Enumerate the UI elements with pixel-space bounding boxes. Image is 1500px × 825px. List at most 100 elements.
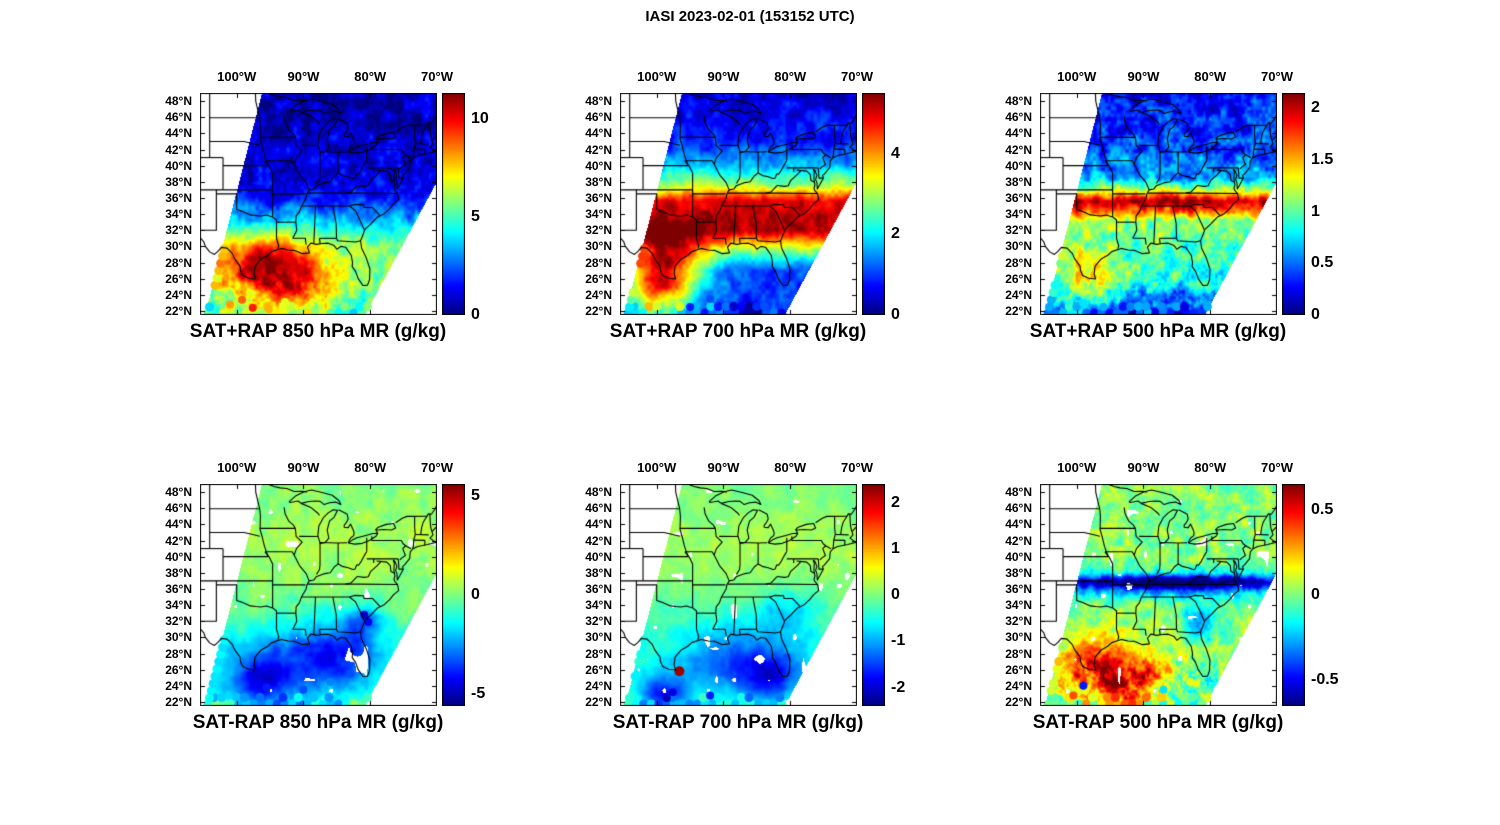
lat-tick-label: 38°N <box>1005 174 1032 189</box>
lat-tick-label: 40°N <box>165 549 192 564</box>
lon-tick-label: 100°W <box>637 460 677 475</box>
colorbar-tick-labels: 10 5 0 <box>471 93 519 322</box>
lat-tick-label: 40°N <box>1005 549 1032 564</box>
colorbar-tick-label: 0.5 <box>1311 254 1334 272</box>
lon-tick-label: 90°W <box>287 460 320 475</box>
panel-title: SAT-RAP 850 hPa MR (g/kg) <box>192 712 444 733</box>
lon-tick-labels: 100°W 90°W 80°W 70°W <box>620 460 873 478</box>
map-canvas <box>620 484 857 706</box>
colorbar-tick-label: 4 <box>891 144 900 162</box>
lat-tick-labels: 48°N 46°N 44°N 42°N 40°N 38°N 36°N 34°N 32°N 30°N… <box>930 484 1036 709</box>
lat-tick-label: 36°N <box>1005 581 1032 596</box>
lat-tick-label: 36°N <box>585 190 612 205</box>
lon-tick-label: 70°W <box>421 460 453 475</box>
panel-title: SAT+RAP 850 hPa MR (g/kg) <box>189 321 447 342</box>
lat-tick-label: 28°N <box>165 255 192 270</box>
lon-tick-label: 80°W <box>354 460 387 475</box>
colorbar-tick-label: 0 <box>1311 306 1320 323</box>
colorbar-tick-labels: 4 2 0 <box>891 93 939 322</box>
lon-tick-labels: 100°W 90°W 80°W 70°W <box>620 69 873 87</box>
lat-tick-label: 44°N <box>585 126 612 141</box>
lat-tick-label: 44°N <box>165 517 192 532</box>
lat-tick-label: 32°N <box>1005 614 1032 629</box>
lat-tick-label: 42°N <box>585 142 612 157</box>
lat-tick-label: 40°N <box>585 549 612 564</box>
colorbar-tick-labels: 5 0 -5 <box>471 484 519 706</box>
colorbar-tick-label: -0.5 <box>1311 671 1339 689</box>
lat-tick-label: 26°N <box>1005 662 1032 677</box>
lat-tick-labels: 48°N 46°N 44°N 42°N 40°N 38°N 36°N 34°N 32°N 30°N… <box>90 93 196 318</box>
lat-tick-label: 40°N <box>1005 158 1032 173</box>
colorbar-tick-labels: 2 1 0 -1 -2 <box>891 484 939 706</box>
colorbar-tick-label: 1.5 <box>1311 151 1334 169</box>
lat-tick-label: 28°N <box>1005 255 1032 270</box>
map-canvas <box>1040 484 1277 706</box>
panel-title: SAT-RAP 500 hPa MR (g/kg) <box>1032 712 1284 733</box>
lat-tick-label: 42°N <box>1005 533 1032 548</box>
lat-tick-label: 26°N <box>585 662 612 677</box>
lat-tick-label: 38°N <box>165 565 192 580</box>
lat-tick-label: 22°N <box>165 694 192 709</box>
lon-tick-label: 80°W <box>1194 460 1227 475</box>
lat-tick-label: 36°N <box>165 190 192 205</box>
lat-tick-label: 48°N <box>165 485 192 500</box>
lat-tick-label: 40°N <box>585 158 612 173</box>
colorbar-canvas <box>1282 484 1305 706</box>
lat-tick-label: 30°N <box>1005 630 1032 645</box>
lat-tick-label: 38°N <box>165 174 192 189</box>
lon-tick-label: 80°W <box>1194 69 1227 84</box>
map-canvas <box>620 93 857 315</box>
lat-tick-label: 42°N <box>165 533 192 548</box>
lat-tick-label: 46°N <box>585 110 612 125</box>
lon-tick-label: 90°W <box>707 69 740 84</box>
colorbar-tick-label: 0 <box>891 586 900 603</box>
lon-tick-labels: 100°W 90°W 80°W 70°W <box>200 460 453 478</box>
lat-tick-label: 46°N <box>165 110 192 125</box>
colorbar-tick-label: -2 <box>891 678 906 696</box>
lat-tick-label: 24°N <box>1005 287 1032 302</box>
colorbar-tick-label: 2 <box>1311 99 1320 117</box>
lat-tick-label: 46°N <box>585 501 612 516</box>
panel-sat-plus-rap-700: 100°W 90°W 80°W 70°W 48°N 46°N 44°N 42°N 40°N 38… <box>510 53 940 353</box>
lat-tick-label: 32°N <box>165 223 192 238</box>
lat-tick-label: 30°N <box>165 630 192 645</box>
lat-tick-label: 22°N <box>585 694 612 709</box>
map-canvas <box>1040 93 1277 315</box>
lon-tick-label: 100°W <box>217 460 257 475</box>
lat-tick-label: 28°N <box>165 646 192 661</box>
panel-title: SAT-RAP 700 hPa MR (g/kg) <box>612 712 864 733</box>
lon-tick-labels: 100°W 90°W 80°W 70°W <box>1040 69 1293 87</box>
lat-tick-label: 36°N <box>585 581 612 596</box>
lat-tick-label: 26°N <box>585 271 612 286</box>
colorbar-tick-label: 5 <box>471 486 480 504</box>
lat-tick-labels: 48°N 46°N 44°N 42°N 40°N 38°N 36°N 34°N 32°N 30°N… <box>90 484 196 709</box>
lat-tick-label: 24°N <box>1005 678 1032 693</box>
colorbar-tick-label: 1 <box>1311 202 1320 220</box>
lat-tick-label: 40°N <box>165 158 192 173</box>
lat-tick-label: 32°N <box>585 614 612 629</box>
lat-tick-label: 34°N <box>165 207 192 222</box>
lat-tick-label: 30°N <box>585 630 612 645</box>
lat-tick-label: 28°N <box>585 646 612 661</box>
lat-tick-label: 36°N <box>165 581 192 596</box>
colorbar-tick-label: 0 <box>471 586 480 603</box>
colorbar-tick-labels: 2 1.5 1 0.5 0 <box>1311 93 1359 323</box>
lat-tick-label: 48°N <box>1005 94 1032 109</box>
map-canvas <box>200 93 437 315</box>
lat-tick-label: 38°N <box>1005 565 1032 580</box>
lon-tick-label: 70°W <box>841 69 873 84</box>
colorbar-tick-label: 10 <box>471 109 489 127</box>
lon-tick-label: 100°W <box>1057 69 1097 84</box>
colorbar-tick-label: -5 <box>471 685 486 703</box>
lat-tick-label: 34°N <box>165 598 192 613</box>
panel-title: SAT+RAP 500 hPa MR (g/kg) <box>1029 321 1287 342</box>
colorbar-tick-label: 5 <box>471 207 480 225</box>
colorbar-tick-labels: 0.5 0 -0.5 <box>1311 484 1359 706</box>
lat-tick-label: 44°N <box>1005 126 1032 141</box>
lat-tick-label: 48°N <box>585 94 612 109</box>
colorbar-tick-label: 0 <box>891 306 900 323</box>
lat-tick-label: 28°N <box>585 255 612 270</box>
lat-tick-label: 26°N <box>165 271 192 286</box>
panel-sat-plus-rap-850: 100°W 90°W 80°W 70°W 48°N 46°N 44°N 42°N 40°N 38… <box>90 53 520 353</box>
lon-tick-label: 80°W <box>774 460 807 475</box>
